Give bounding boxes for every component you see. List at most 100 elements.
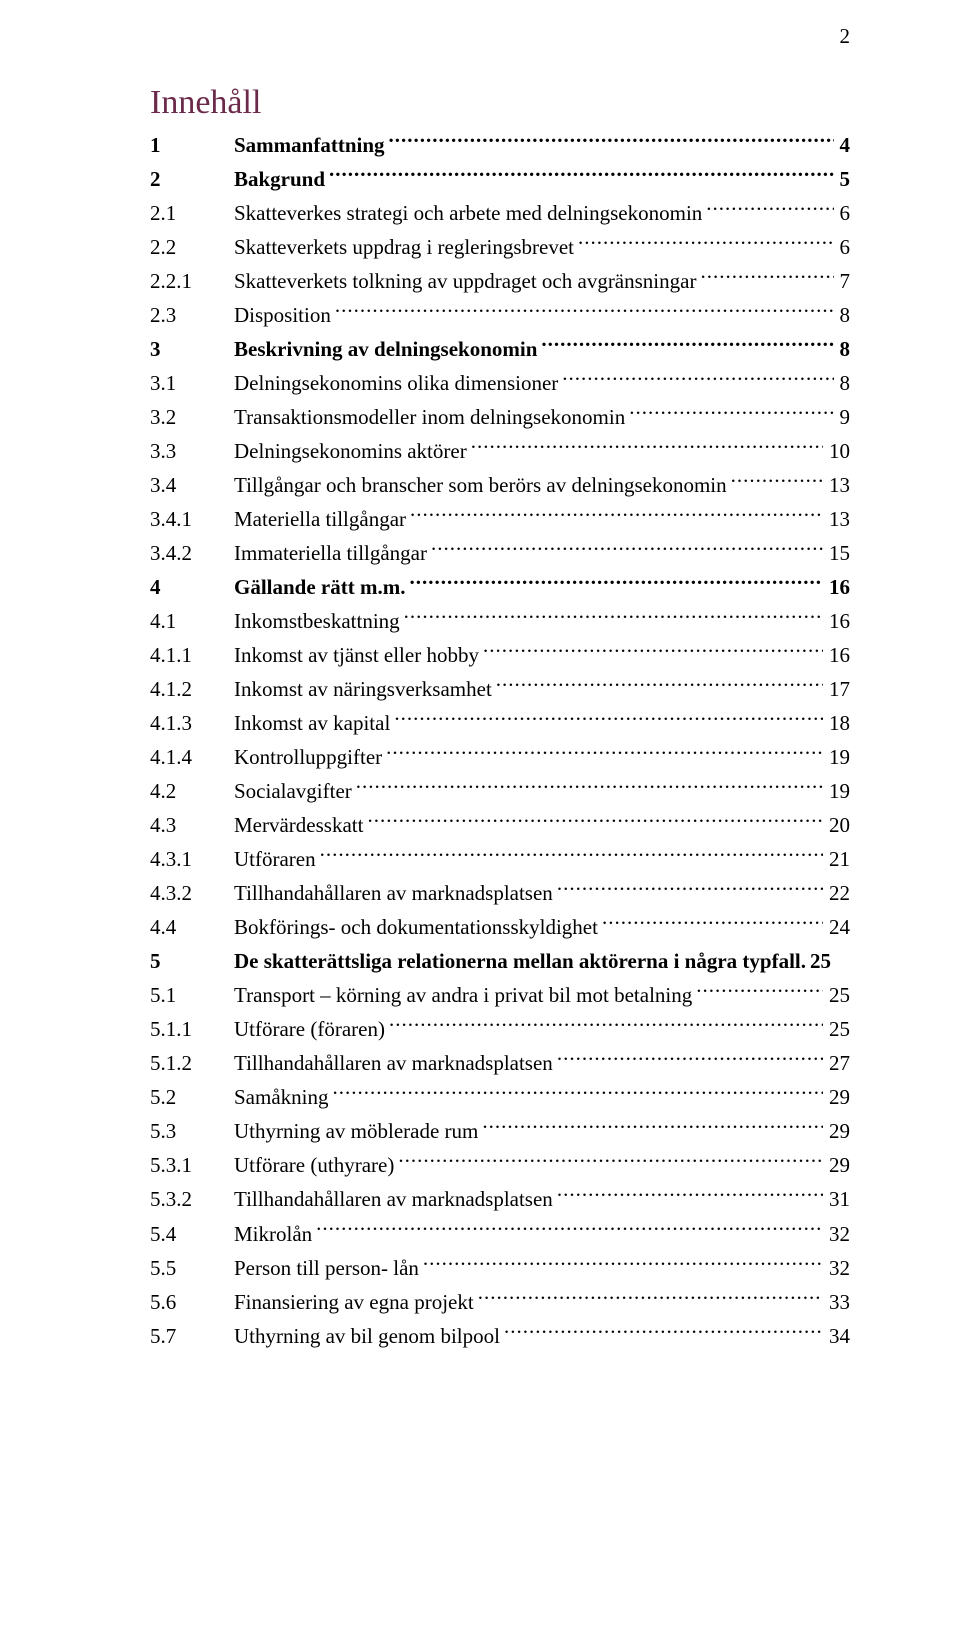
toc-entry-number: 4.1.4 (150, 740, 234, 774)
page-number-top: 2 (840, 24, 851, 49)
toc-entry-title: Mervärdesskatt (234, 808, 365, 842)
toc-entry-number: 5.3.1 (150, 1148, 234, 1182)
toc-entry-page: 9 (836, 400, 851, 434)
toc-entry-title: Utförare (uthyrare) (234, 1148, 396, 1182)
toc-entry-title: Gällande rätt m.m. (234, 570, 407, 604)
toc-row: 4Gällande rätt m.m.16 (150, 570, 850, 604)
toc-entry-title: Beskrivning av delningsekonomin (234, 332, 539, 366)
toc-leader-dots (504, 1319, 823, 1342)
toc-entry-page: 4 (836, 128, 851, 162)
toc-entry-title: Bakgrund (234, 162, 327, 196)
toc-entry-number: 5.1.1 (150, 1012, 234, 1046)
toc-entry-page: 8 (836, 332, 851, 366)
toc-entry-title: Mikrolån (234, 1217, 314, 1251)
toc-row: 4.1.3Inkomst av kapital18 (150, 706, 850, 740)
toc-row: 4.2Socialavgifter19 (150, 774, 850, 808)
toc-row: 4.3.1Utföraren21 (150, 842, 850, 876)
toc-entry-number: 3.4.1 (150, 502, 234, 536)
toc-leader-dots (557, 1047, 823, 1070)
toc-entry-number: 3.2 (150, 400, 234, 434)
toc-entry-number: 5.3.2 (150, 1182, 234, 1216)
toc-entry-title: Tillgångar och branscher som berörs av d… (234, 468, 729, 502)
toc-entry-title: Bokförings- och dokumentationsskyldighet (234, 910, 600, 944)
toc-entry-title: Uthyrning av bil genom bilpool (234, 1319, 502, 1353)
toc-row: 3Beskrivning av delningsekonomin 8 (150, 332, 850, 366)
toc-row: 2.3Disposition8 (150, 298, 850, 332)
page: 2 Innehåll 1Sammanfattning42Bakgrund52.1… (0, 0, 960, 1626)
toc-entry-number: 3.3 (150, 434, 234, 468)
toc-leader-dots (496, 673, 823, 696)
toc-entry-number: 1 (150, 128, 234, 162)
toc-row: 3.4.1Materiella tillgångar 13 (150, 502, 850, 536)
toc-row: 5.1Transport – körning av andra i privat… (150, 978, 850, 1012)
toc-entry-page: 29 (825, 1148, 850, 1182)
toc-leader-dots (602, 911, 823, 934)
toc-entry-page: 33 (825, 1285, 850, 1319)
toc-entry-title: Utförare (föraren) (234, 1012, 387, 1046)
toc-leader-dots (557, 877, 823, 900)
toc-leader-dots (562, 367, 833, 390)
toc-leader-dots (431, 537, 823, 560)
toc-entry-title: Delningsekonomins aktörer (234, 434, 469, 468)
toc-row: 4.3Mervärdesskatt20 (150, 808, 850, 842)
toc-row: 5.1.2Tillhandahållaren av marknadsplatse… (150, 1046, 850, 1080)
toc-leader-dots (404, 605, 823, 628)
toc-leader-dots (423, 1251, 823, 1274)
toc-entry-number: 4.1.2 (150, 672, 234, 706)
toc-row: 3.4Tillgångar och branscher som berörs a… (150, 468, 850, 502)
toc-entry-number: 5.1.2 (150, 1046, 234, 1080)
toc-row: 5.7Uthyrning av bil genom bilpool34 (150, 1319, 850, 1353)
toc-entry-number: 3.4 (150, 468, 234, 502)
toc-entry-page: 10 (825, 434, 850, 468)
toc-entry-page: 13 (825, 468, 850, 502)
toc-entry-number: 4.4 (150, 910, 234, 944)
toc-entry-number: 4.3.1 (150, 842, 234, 876)
toc-entry-number: 5 (150, 944, 234, 978)
toc-entry-page: 16 (825, 604, 850, 638)
toc-entry-page: 8 (836, 298, 851, 332)
toc-entry-number: 4.1 (150, 604, 234, 638)
toc-entry-title: Materiella tillgångar (234, 502, 408, 536)
toc-entry-title: Person till person- lån (234, 1251, 421, 1285)
toc-leader-dots (316, 1217, 823, 1240)
toc-row: 4.1.1Inkomst av tjänst eller hobby16 (150, 638, 850, 672)
toc-row: 5De skatterättsliga relationerna mellan … (150, 944, 850, 978)
toc-row: 2.1Skatteverkes strategi och arbete med … (150, 196, 850, 230)
toc-entry-title: Utföraren (234, 842, 318, 876)
toc-entry-title: Socialavgifter (234, 774, 354, 808)
toc-entry-number: 3.1 (150, 366, 234, 400)
toc-entry-title: Delningsekonomins olika dimensioner (234, 366, 560, 400)
toc-row: 5.3.1Utförare (uthyrare) 29 (150, 1148, 850, 1182)
toc-leader-dots (389, 129, 834, 152)
toc-entry-title: Uthyrning av möblerade rum (234, 1114, 480, 1148)
toc-row: 5.2Samåkning29 (150, 1080, 850, 1114)
toc-entry-number: 4.3.2 (150, 876, 234, 910)
toc-entry-title: Finansiering av egna projekt (234, 1285, 476, 1319)
toc-entry-number: 5.4 (150, 1217, 234, 1251)
toc-entry-title: Transport – körning av andra i privat bi… (234, 978, 694, 1012)
toc-row: 4.4Bokförings- och dokumentationsskyldig… (150, 910, 850, 944)
toc-entry-page: 18 (825, 706, 850, 740)
toc-entry-number: 2.1 (150, 196, 234, 230)
toc-leader-dots (389, 1013, 823, 1036)
toc-entry-title: Tillhandahållaren av marknadsplatsen (234, 1182, 555, 1216)
toc-row: 4.1.4Kontrolluppgifter19 (150, 740, 850, 774)
toc-heading: Innehåll (150, 84, 850, 122)
toc-entry-title: Inkomst av kapital (234, 706, 392, 740)
toc-row: 2.2Skatteverkets uppdrag i regleringsbre… (150, 230, 850, 264)
toc-entry-page: 13 (825, 502, 850, 536)
toc-row: 4.1.2Inkomst av näringsverksamhet17 (150, 672, 850, 706)
toc-entry-page: 19 (825, 740, 850, 774)
toc-entry-number: 3 (150, 332, 234, 366)
toc-entry-page: 7 (836, 264, 851, 298)
toc-leader-dots (483, 639, 823, 662)
toc-row: 5.3.2Tillhandahållaren av marknadsplatse… (150, 1182, 850, 1216)
toc-entry-title: Inkomst av tjänst eller hobby (234, 638, 481, 672)
toc-entry-number: 5.2 (150, 1080, 234, 1114)
toc-leader-dots (367, 809, 823, 832)
toc-leader-dots (410, 503, 823, 526)
toc-entry-number: 4 (150, 570, 234, 604)
toc-entry-number: 4.1.1 (150, 638, 234, 672)
toc-entry-page: 29 (825, 1114, 850, 1148)
toc-entry-page: 25 (808, 944, 831, 978)
